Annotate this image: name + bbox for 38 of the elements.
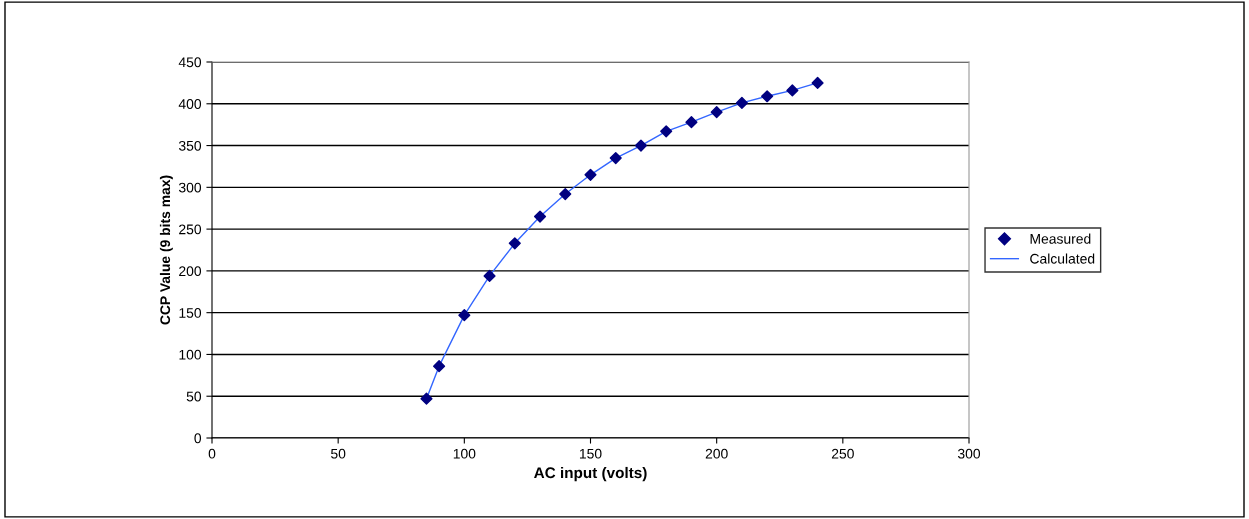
point bbox=[786, 84, 799, 97]
x-axis-title: AC input (volts) bbox=[534, 466, 647, 482]
point bbox=[483, 269, 496, 282]
point bbox=[685, 116, 698, 129]
y-tick-label: 200 bbox=[179, 266, 202, 277]
point bbox=[634, 139, 648, 152]
point bbox=[433, 360, 446, 373]
point bbox=[761, 90, 774, 103]
legend-label: Calculated bbox=[1030, 253, 1095, 264]
point bbox=[458, 309, 471, 322]
x-tick-label: 200 bbox=[705, 448, 728, 459]
y-tick-label: 50 bbox=[186, 391, 202, 402]
x-tick-label: 50 bbox=[331, 448, 346, 459]
point bbox=[420, 392, 433, 405]
y-tick-label: 350 bbox=[178, 140, 202, 151]
point bbox=[533, 210, 547, 223]
point bbox=[811, 76, 824, 89]
y-tick-label: 100 bbox=[179, 349, 202, 360]
x-tick-label: 150 bbox=[579, 448, 602, 459]
y-axis-title: CCP Value (9 bits max) bbox=[159, 175, 173, 325]
y-tick-label: 400 bbox=[178, 99, 202, 109]
point bbox=[584, 168, 597, 181]
x-tick-label: 100 bbox=[453, 448, 476, 459]
y-tick-label: 300 bbox=[178, 182, 202, 193]
legend-label: Measured bbox=[1030, 233, 1091, 244]
y-tick-label: 0 bbox=[194, 433, 202, 444]
x-tick-label: 250 bbox=[831, 448, 854, 459]
point bbox=[735, 96, 748, 110]
y-tick-label: 450 bbox=[178, 57, 202, 68]
x-tick-label: 0 bbox=[208, 448, 216, 459]
y-tick-label: 250 bbox=[179, 224, 202, 235]
point bbox=[710, 106, 723, 119]
point bbox=[559, 187, 572, 201]
point bbox=[609, 152, 622, 165]
y-tick-label: 150 bbox=[179, 308, 202, 318]
point bbox=[508, 237, 521, 250]
point bbox=[660, 125, 673, 138]
x-tick-label: 300 bbox=[957, 448, 981, 459]
